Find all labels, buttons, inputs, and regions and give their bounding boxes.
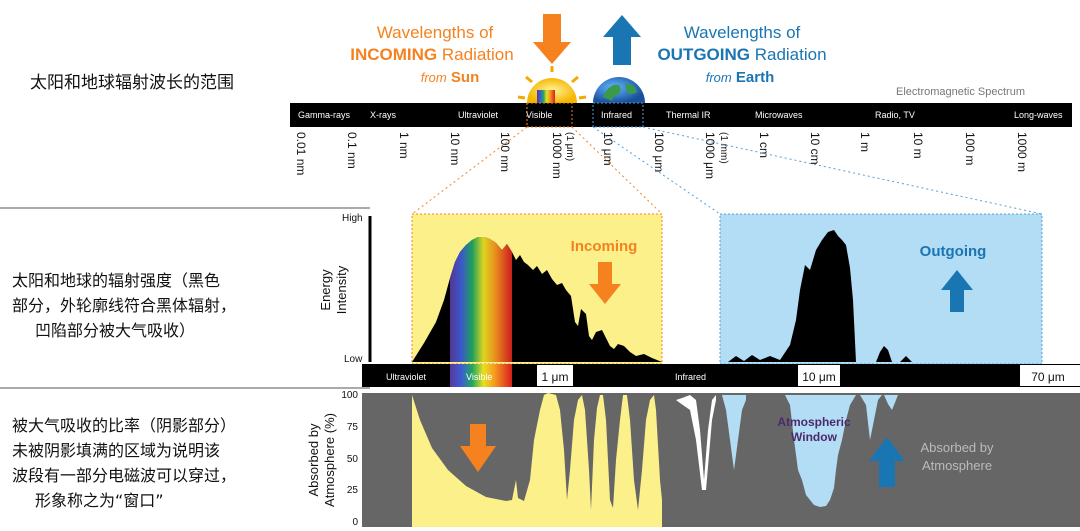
axis-visible-band	[450, 364, 512, 387]
row1-label: 太阳和地球辐射波长的范围	[30, 73, 234, 93]
incoming-line3: from Sun	[421, 69, 480, 86]
row3-line: 形象称之为“窗口”	[35, 491, 164, 510]
outgoing-panel	[719, 213, 1043, 365]
outgoing-label: Outgoing	[920, 243, 987, 260]
intensity-ylabel: Energy Intensity	[318, 265, 349, 314]
incoming-arrow-icon	[533, 14, 571, 64]
row2-line: 太阳和地球的辐射强度（黑色	[12, 271, 220, 290]
visible-band-highlight	[526, 102, 573, 128]
earth-icon	[593, 77, 645, 103]
y-tick-100: 100	[341, 390, 358, 401]
visible-spectrum-fill	[450, 237, 512, 362]
incoming-title: Wavelengths of INCOMING Radiation from S…	[350, 23, 513, 86]
ylabel-line2: Intensity	[334, 265, 349, 314]
intensity-panel: Incoming Outgoing High Low Energy Intens…	[318, 213, 1043, 365]
spectrum-tick-label: 1 cm	[757, 132, 771, 158]
spectrum-tick-label: 10 m	[911, 132, 925, 159]
spectrum-tick-label: 0.01 nm	[294, 132, 308, 175]
absorption-down-arrow-icon	[460, 424, 496, 472]
axis-tick-1um: 1 μm	[542, 370, 569, 384]
abs-ylabel-line1: Absorbed by	[306, 423, 321, 496]
spectrum-band-label: Microwaves	[755, 110, 803, 120]
row3-line: 波段有一部分电磁波可以穿过，	[12, 466, 236, 485]
incoming-down-arrow-icon	[589, 262, 621, 304]
row2-line: 凹陷部分被大气吸收）	[35, 321, 195, 340]
infrared-band-highlight	[592, 102, 644, 128]
spectrum-tick-label: 10 nm	[448, 132, 462, 165]
solar-window	[412, 393, 662, 527]
axis-tick-10um: 10 μm	[802, 370, 836, 384]
spectrum-tick-label: 100 nm	[498, 132, 512, 172]
abs-ylabel-line2: Atmosphere (%)	[322, 413, 337, 507]
spectrum-tick-label: 10 cm	[808, 132, 822, 165]
row3-line: 未被阴影填满的区域为说明该	[12, 441, 220, 460]
spectrum-tick-label: 100 m	[963, 132, 977, 165]
axis-tick-70um: 70 μm	[1031, 370, 1065, 384]
outgoing-title: Wavelengths of OUTGOING Radiation from E…	[657, 23, 826, 86]
axis-visible: Visible	[466, 372, 492, 382]
high-label: High	[342, 213, 363, 224]
spectrum-bar	[290, 103, 1072, 127]
row2-label: 太阳和地球的辐射强度（黑色 部分，外轮廓线符合黑体辐射， 凹陷部分被大气吸收）	[12, 271, 236, 340]
sun-icon	[517, 66, 587, 103]
partial-window	[676, 395, 716, 490]
spectrum-tick-label: 1000 m	[1015, 132, 1029, 172]
y-tick-50: 50	[347, 454, 359, 465]
incoming-label: Incoming	[571, 238, 638, 255]
spectrum-band-label: Visible	[526, 110, 552, 120]
earth-intensity-curve	[728, 230, 912, 362]
axis-infrared: Infrared	[675, 372, 706, 382]
absorption-up-arrow-icon	[869, 437, 905, 487]
spectrum-tick-label: 1 nm	[397, 132, 411, 159]
spectrum-tick-label: 1000 nm	[550, 132, 564, 179]
spectrum-tick-label: 1000 μm	[703, 132, 717, 179]
absorption-ylabel: Absorbed by Atmosphere (%)	[306, 413, 337, 507]
incoming-line1: Wavelengths of	[377, 23, 494, 42]
row3-label: 被大气吸收的比率（阴影部分） 未被阴影填满的区域为说明该 波段有一部分电磁波可以…	[12, 416, 236, 510]
y-tick-75: 75	[347, 422, 359, 433]
spectrum-ticks: 0.01 nm 0.1 nm 1 nm 10 nm 100 nm 1000 nm (1 μm…	[294, 132, 1029, 179]
axis-tick-1um-box	[537, 365, 573, 386]
spectrum-band-label: Infrared	[601, 110, 632, 120]
y-tick-25: 25	[347, 485, 359, 496]
projection-lines	[411, 126, 1043, 215]
spectrum-tick-label: (1 μm)	[564, 132, 575, 161]
absorption-y-ticks: 100 75 50 25 0	[341, 390, 359, 528]
spectrum-band-labels: Gamma-rays X-rays Ultraviolet Visible Infrar…	[298, 110, 1063, 120]
spectrum-tick-label: 10 μm	[601, 132, 615, 166]
window-label-line2: Window	[791, 430, 838, 444]
axis-ultraviolet: Ultraviolet	[386, 372, 427, 382]
outgoing-arrow-icon	[603, 15, 641, 65]
spectrum-band-label: Ultraviolet	[458, 110, 499, 120]
atmospheric-window	[722, 395, 898, 507]
axis-tick-70um-box	[1020, 365, 1080, 386]
spectrum-tick-label: 100 μm	[652, 132, 666, 172]
row1-line: 太阳和地球辐射波长的范围	[30, 73, 234, 93]
spectrum-title: Electromagnetic Spectrum	[896, 86, 1025, 98]
row3-line: 被大气吸收的比率（阴影部分）	[12, 416, 236, 435]
absorption-panel: Atmospheric Window Absorbed by Atmospher…	[306, 390, 1080, 528]
outgoing-up-arrow-icon	[941, 270, 973, 312]
incoming-line2: INCOMING Radiation	[350, 45, 513, 64]
spectrum-tick-label: 1 m	[858, 132, 872, 152]
row2-line: 部分，外轮廓线符合黑体辐射，	[12, 296, 236, 315]
low-label: Low	[344, 354, 363, 365]
spectrum-tick-label: (1 mm)	[718, 132, 729, 164]
outgoing-line1: Wavelengths of	[684, 23, 801, 42]
spectrum-band-label: Gamma-rays	[298, 110, 351, 120]
absorbed-label-line2: Atmosphere	[922, 458, 992, 473]
spectrum-band-label: X-rays	[370, 110, 397, 120]
outgoing-line2: OUTGOING Radiation	[657, 45, 826, 64]
spectrum-band-label: Long-waves	[1014, 110, 1063, 120]
spectrum-tick-label: 0.1 nm	[345, 132, 359, 169]
absorbed-label-line1: Absorbed by	[921, 440, 994, 455]
outgoing-line3: from Earth	[706, 69, 775, 86]
spectrum-band-label: Radio, TV	[875, 110, 915, 120]
spectrum-band-label: Thermal IR	[666, 110, 711, 120]
ylabel-line1: Energy	[318, 269, 333, 311]
window-label-line1: Atmospheric	[777, 415, 851, 429]
y-tick-0: 0	[352, 517, 358, 527]
axis-tick-10um-box	[798, 365, 840, 386]
